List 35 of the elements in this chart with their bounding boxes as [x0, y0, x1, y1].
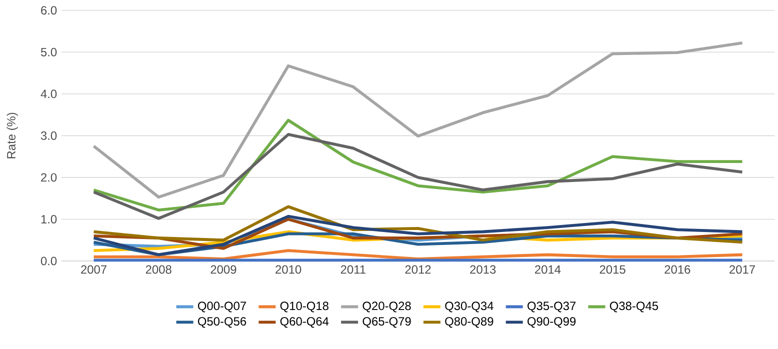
y-tick-label: 0.0 [40, 256, 57, 266]
legend-label: Q50-Q56 [198, 317, 246, 328]
x-tick-label: 2017 [730, 265, 755, 274]
line-series [92, 118, 744, 212]
y-tick-label: 3.0 [40, 131, 57, 140]
line-series [92, 132, 744, 220]
x-tick-label: 2014 [535, 265, 561, 274]
legend-label: Q90-Q99 [528, 317, 576, 328]
legend-label: Q80-Q89 [445, 317, 494, 328]
legend-label: Q10-Q18 [280, 302, 328, 312]
legend-label: Q35-Q37 [528, 302, 576, 312]
x-tick-label: 2012 [405, 265, 431, 274]
y-tick-label: 4.0 [40, 90, 57, 98]
y-tick-label: 6.0 [41, 6, 57, 15]
y-tick-label: 1.0 [41, 214, 57, 224]
x-tick-label: 2013 [470, 265, 496, 274]
x-tick-label: 2010 [276, 265, 302, 274]
legend-label: Q00-Q07 [198, 302, 246, 312]
x-tick-label: 2011 [340, 265, 366, 274]
line-series [92, 41, 744, 199]
y-tick-label: 5.0 [40, 48, 57, 56]
legend-label: Q65-Q79 [362, 317, 411, 328]
x-tick-label: 2016 [664, 265, 690, 274]
legend-label: Q38-Q45 [610, 302, 658, 312]
x-tick-label: 2007 [81, 265, 106, 274]
y-axis-title: Rate (%) [6, 112, 18, 158]
line-series [92, 205, 744, 244]
x-tick-label: 2008 [146, 265, 172, 274]
x-tick-label: 2009 [210, 265, 236, 274]
legend-label: Q20-Q28 [362, 302, 411, 312]
line-series [92, 214, 744, 256]
y-tick-label: 2.0 [41, 173, 57, 182]
legend-label: Q30-Q34 [445, 302, 494, 312]
legend-label: Q60-Q64 [280, 317, 329, 328]
x-tick-label: 2015 [600, 265, 626, 274]
